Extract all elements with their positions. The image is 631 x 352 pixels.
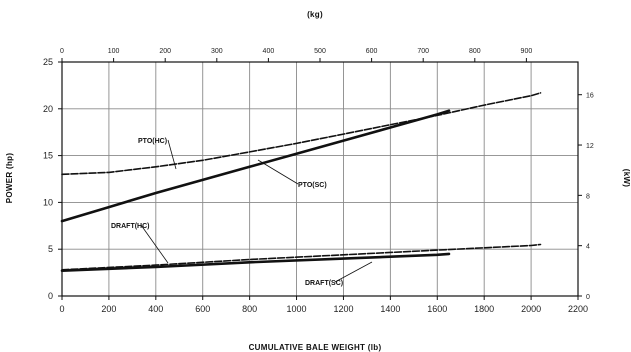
series-line-drafthc bbox=[61, 243, 542, 271]
series-line-ptosc bbox=[60, 109, 451, 223]
y-axis-title: POWER (hp) bbox=[5, 153, 14, 204]
series-line-ptohc bbox=[61, 92, 542, 176]
annotation-leader bbox=[257, 159, 299, 185]
y-tick-label: 5 bbox=[48, 244, 53, 254]
x-tick-label: 2200 bbox=[568, 304, 588, 314]
x2-tick-label: 900 bbox=[521, 48, 533, 55]
x-tick-label: 200 bbox=[101, 304, 116, 314]
x-axis-title: CUMULATIVE BALE WEIGHT (lb) bbox=[249, 343, 382, 352]
annotation-leader bbox=[140, 224, 169, 264]
x-tick-label: 0 bbox=[59, 304, 64, 314]
x2-tick-label: 300 bbox=[211, 48, 223, 55]
annotation-leader bbox=[334, 261, 373, 283]
ticks: 0 200 400 600 800 1000 1200 1400 1600 1800 2000 220… bbox=[43, 48, 594, 314]
x-tick-label: 1000 bbox=[287, 304, 307, 314]
label-layer: PTO(HC) PTO(SC) DRAFT(HC) DRAFT(SC) bbox=[111, 138, 373, 287]
x-tick-label: 1400 bbox=[380, 304, 400, 314]
x-tick-label: 1800 bbox=[474, 304, 494, 314]
x2-axis-title: (kg) bbox=[307, 10, 323, 19]
annotation-label: PTO(HC) bbox=[138, 138, 167, 145]
x-tick-label: 400 bbox=[148, 304, 163, 314]
x2-tick-label: 700 bbox=[417, 48, 429, 55]
series-line-draftsc bbox=[60, 252, 451, 272]
x-tick-label: 600 bbox=[195, 304, 210, 314]
annotation-label: DRAFT(SC) bbox=[305, 280, 343, 287]
y-tick-label: 15 bbox=[43, 151, 53, 161]
y2-axis-title: (kW) bbox=[622, 169, 631, 188]
x2-tick-label: 400 bbox=[263, 48, 275, 55]
grid bbox=[61, 61, 579, 297]
x-tick-label: 1600 bbox=[427, 304, 447, 314]
y2-tick-label: 0 bbox=[586, 294, 590, 301]
y-tick-label: 10 bbox=[43, 197, 53, 207]
y2-tick-label: 12 bbox=[586, 143, 594, 150]
y-tick-label: 20 bbox=[43, 104, 53, 114]
annotation-label: DRAFT(HC) bbox=[111, 223, 150, 230]
x2-tick-label: 0 bbox=[60, 48, 64, 55]
x2-tick-label: 100 bbox=[108, 48, 120, 55]
series-layer bbox=[60, 92, 542, 272]
x-tick-label: 1200 bbox=[333, 304, 353, 314]
y-tick-label: 25 bbox=[43, 57, 53, 67]
x2-tick-label: 200 bbox=[159, 48, 171, 55]
x2-tick-label: 800 bbox=[469, 48, 481, 55]
x-tick-label: 800 bbox=[242, 304, 257, 314]
y-tick-label: 0 bbox=[48, 291, 53, 301]
y2-tick-label: 4 bbox=[586, 244, 590, 251]
x-tick-label: 2000 bbox=[521, 304, 541, 314]
x2-tick-label: 600 bbox=[366, 48, 378, 55]
y2-tick-label: 8 bbox=[586, 193, 590, 200]
annotation-label: PTO(SC) bbox=[298, 182, 327, 189]
y2-tick-label: 16 bbox=[586, 93, 594, 100]
annotation-leader bbox=[167, 139, 177, 170]
x2-tick-label: 500 bbox=[314, 48, 326, 55]
